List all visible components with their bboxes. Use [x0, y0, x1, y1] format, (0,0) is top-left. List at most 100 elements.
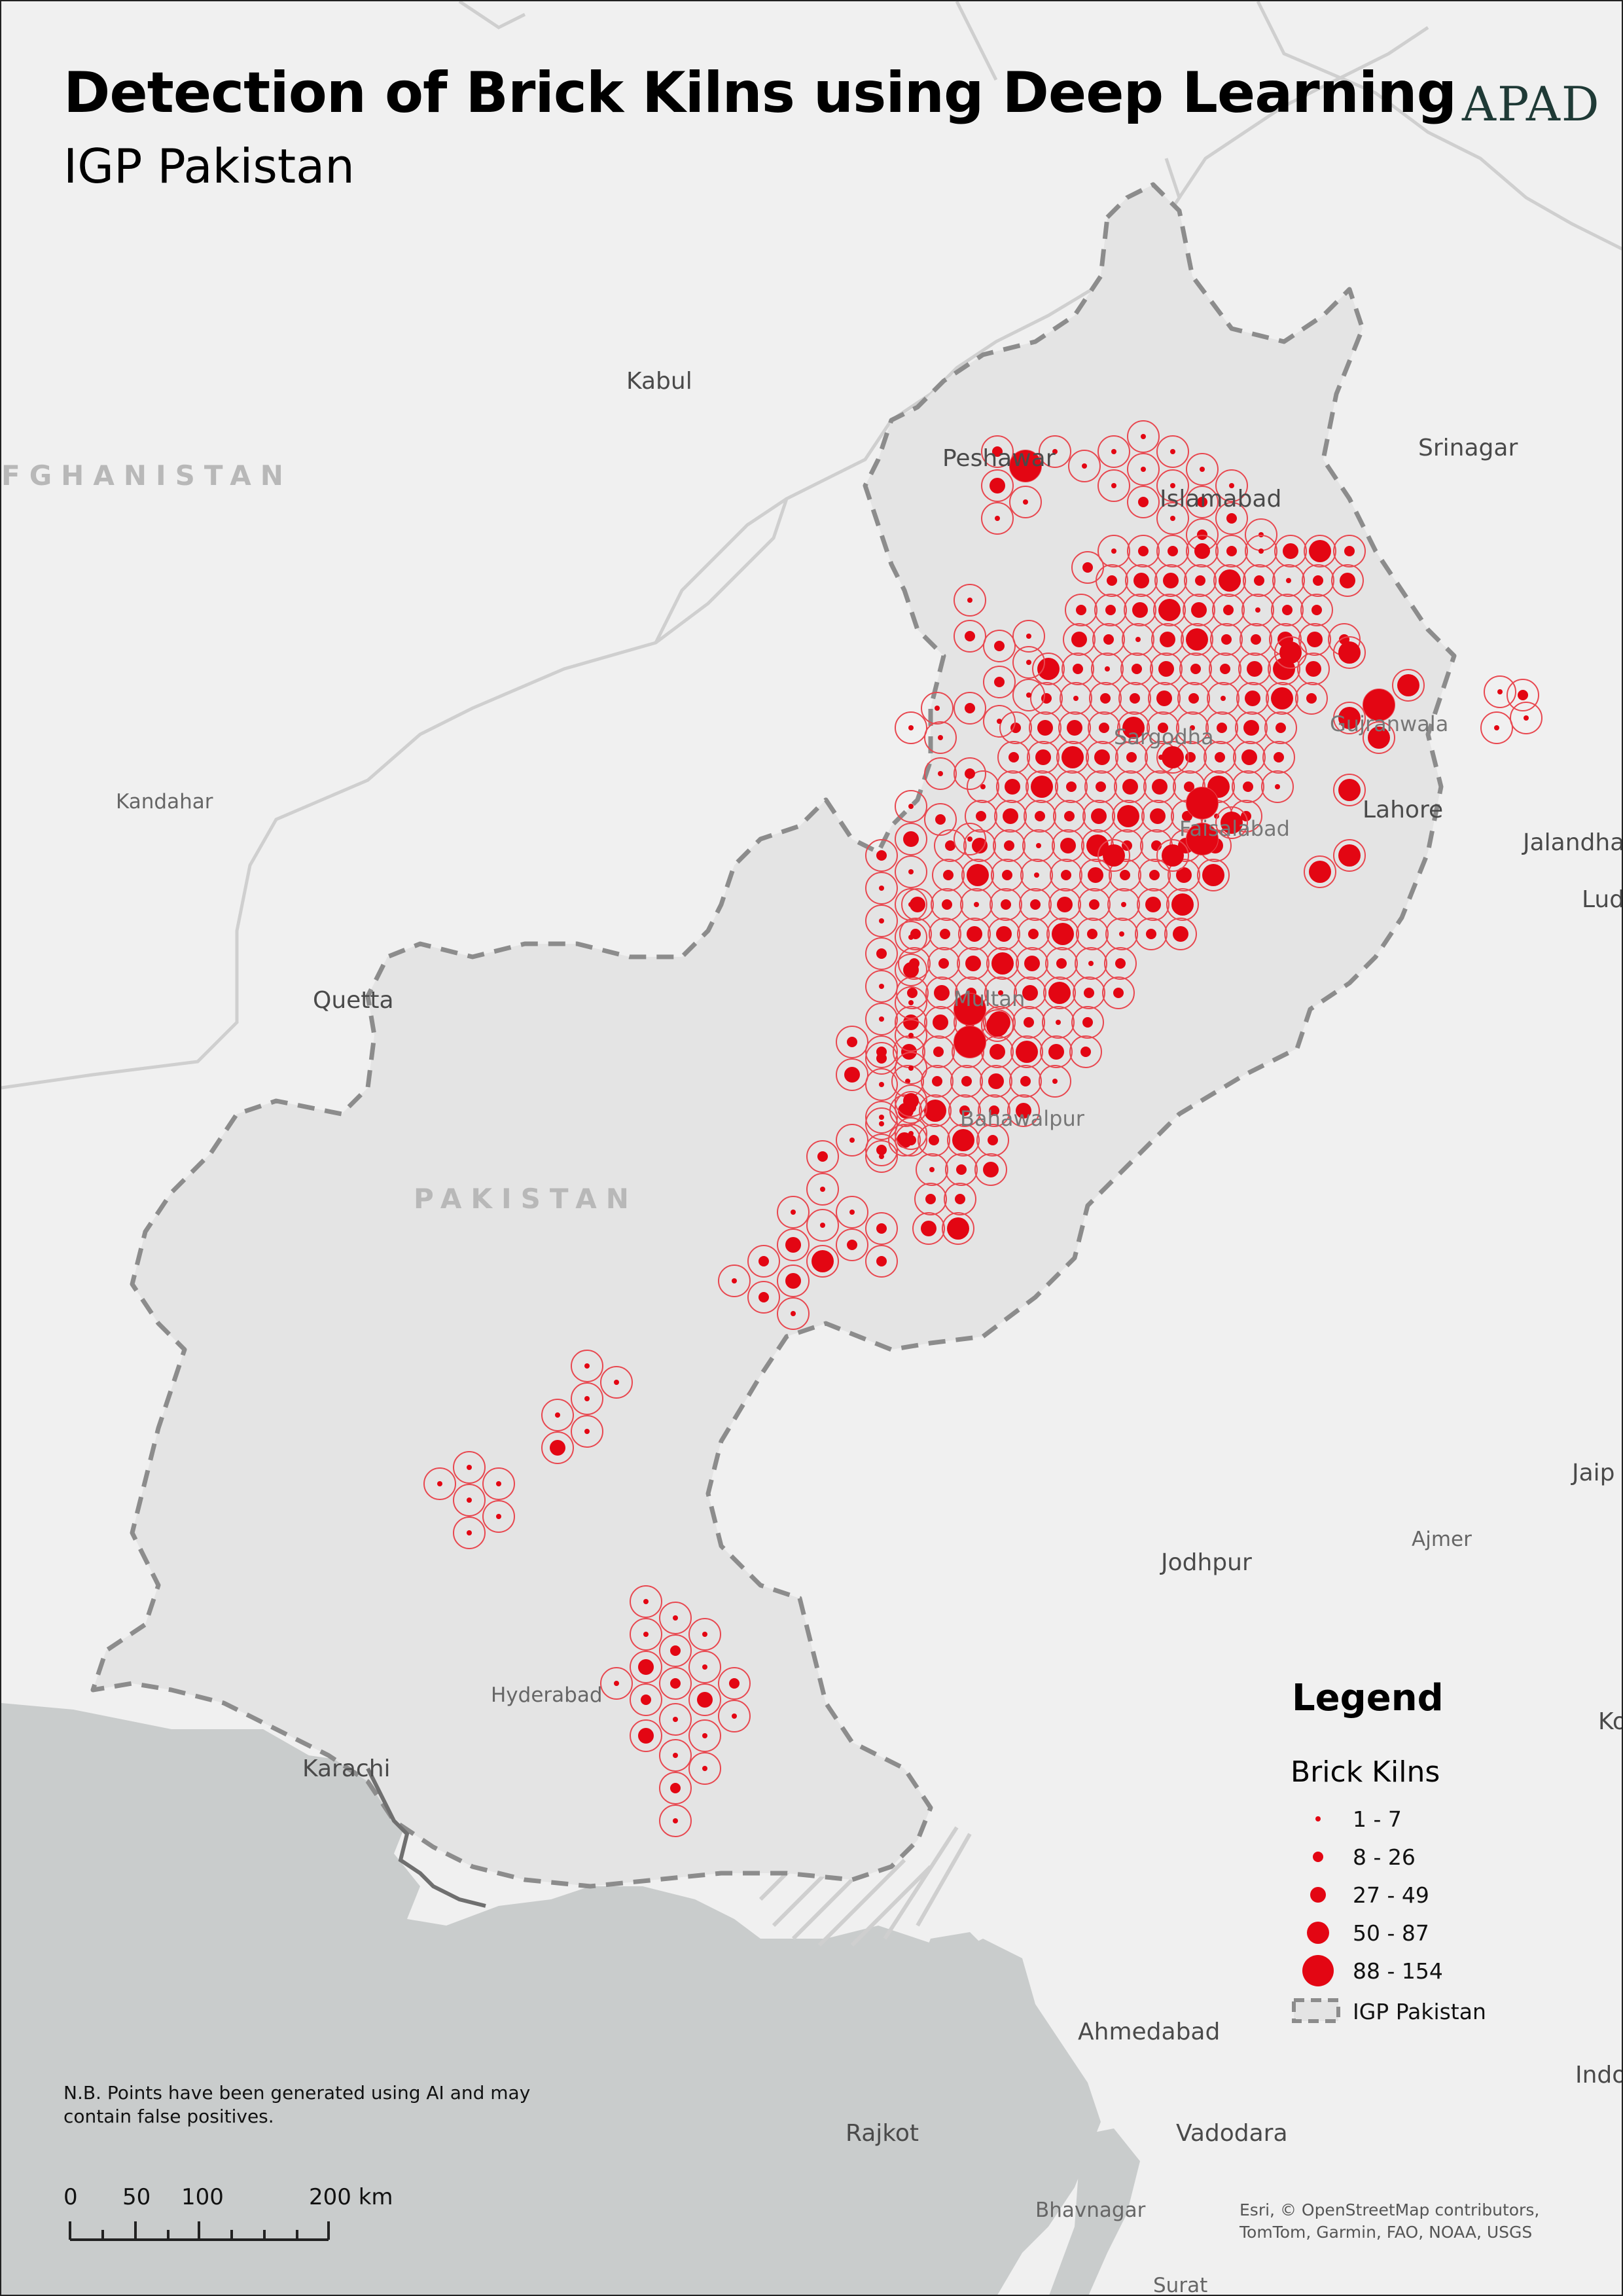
kiln-point [1119, 931, 1124, 937]
kiln-point [791, 1311, 796, 1316]
kiln-point [1020, 1076, 1031, 1086]
kiln-point [1031, 776, 1053, 798]
kiln-cell-ring [1127, 453, 1160, 486]
kiln-cell-ring [1302, 564, 1334, 597]
kiln-cell-ring [1082, 800, 1115, 833]
kiln-point [990, 1044, 1005, 1060]
kiln-cell-ring [1156, 741, 1189, 774]
kiln-cell-ring [984, 977, 1017, 1009]
kiln-point [1028, 929, 1039, 939]
kiln-point [996, 926, 1012, 942]
kiln-cell-ring [954, 620, 986, 653]
kiln-point [673, 1753, 678, 1758]
kiln-cell-ring [777, 1265, 810, 1297]
kiln-point [972, 838, 988, 853]
kiln-cell-ring [1084, 770, 1117, 803]
kiln-point [732, 1278, 737, 1283]
kiln-point [1141, 467, 1146, 472]
kiln-point [1160, 632, 1175, 647]
kiln-cell-ring [1127, 420, 1160, 453]
kiln-cell-ring [630, 1719, 662, 1752]
kiln-point [1087, 929, 1097, 939]
place-ajmer: Ajmer [1412, 1528, 1472, 1551]
kiln-cell-ring [1022, 829, 1055, 862]
kiln-point [467, 1465, 472, 1470]
kiln-point [1052, 1079, 1058, 1084]
kiln-point [641, 1695, 651, 1705]
kiln-point [496, 1514, 501, 1519]
kiln-point [1132, 602, 1148, 618]
kiln-cell-ring [945, 1153, 978, 1186]
kiln-cell-ring [865, 1003, 898, 1035]
kiln-point [876, 1223, 887, 1234]
kiln-point [1138, 546, 1149, 556]
kiln-point [1170, 449, 1175, 454]
kiln-point [1173, 926, 1188, 942]
kiln-cell-ring [1215, 535, 1248, 567]
kiln-point [908, 869, 914, 874]
kiln-point [1176, 867, 1192, 883]
kiln-point [1120, 870, 1130, 880]
kiln-cell-ring [423, 1467, 456, 1500]
legend-class-2: 8 - 26 [1284, 1839, 1559, 1874]
kiln-point [998, 990, 1003, 996]
kiln-point [1190, 725, 1195, 730]
kiln-cell-ring [957, 947, 990, 980]
kiln-point [1113, 988, 1124, 998]
kiln-cell-ring [600, 1667, 633, 1700]
kiln-cell-ring [865, 1140, 898, 1173]
kiln-point [697, 1692, 713, 1708]
kiln-point [670, 1783, 681, 1793]
kiln-point [879, 886, 884, 891]
kiln-cell-ring [1124, 594, 1156, 626]
kiln-point [908, 935, 914, 940]
kiln-cell-ring [1094, 594, 1127, 626]
kiln-point [1088, 961, 1094, 966]
kiln-cell-ring [895, 823, 927, 855]
kiln-cell-ring [1333, 535, 1366, 567]
kiln-cell-ring [1205, 711, 1238, 744]
kiln-cell-ring [1243, 564, 1275, 597]
kiln-cell-ring [1020, 859, 1053, 891]
kiln-point [947, 1217, 969, 1240]
kiln-cell-ring [1039, 1065, 1071, 1098]
kiln-point [879, 918, 884, 924]
kiln-point [986, 1014, 1008, 1037]
place-kandahar: Kandahar [116, 790, 213, 814]
kiln-cell-ring [659, 1739, 692, 1772]
kiln-cell-ring [1507, 679, 1539, 711]
kiln-point [954, 994, 986, 1025]
kiln-point [673, 1818, 678, 1823]
kiln-point [643, 1599, 649, 1604]
kiln-cell-ring [1207, 682, 1240, 715]
kiln-point [1152, 779, 1168, 795]
place-jodhpur: Jodhpur [1161, 1549, 1252, 1576]
place-srinagar: Srinagar [1418, 435, 1518, 461]
kiln-cell-ring [895, 921, 927, 954]
kiln-point [1168, 546, 1178, 556]
kiln-point [942, 899, 952, 910]
kiln-point [901, 1044, 917, 1060]
kiln-cell-ring [924, 721, 957, 754]
kiln-point [1084, 988, 1094, 998]
kiln-cell-ring [1061, 653, 1094, 685]
kiln-cell-ring [1274, 636, 1307, 669]
kiln-point [1076, 605, 1086, 615]
kiln-point [1251, 634, 1261, 645]
kiln-point [1034, 872, 1039, 878]
kiln-cell-ring [1238, 653, 1271, 685]
kiln-cell-ring [806, 1245, 839, 1278]
kiln-point [980, 784, 986, 789]
kiln-cell-ring [865, 1101, 898, 1134]
kiln-cell-ring [1069, 1035, 1102, 1068]
place-indore: Indo [1575, 2062, 1623, 2089]
kiln-point [643, 1632, 649, 1637]
kiln-point [1286, 578, 1291, 583]
legend-symbol-5 [1302, 1955, 1334, 1986]
kiln-point [1275, 723, 1286, 733]
kiln-point [995, 516, 1000, 521]
kiln-cell-ring [1304, 855, 1336, 888]
kiln-cell-ring [865, 1212, 898, 1245]
kiln-point [1111, 548, 1116, 554]
kiln-point [976, 811, 986, 821]
